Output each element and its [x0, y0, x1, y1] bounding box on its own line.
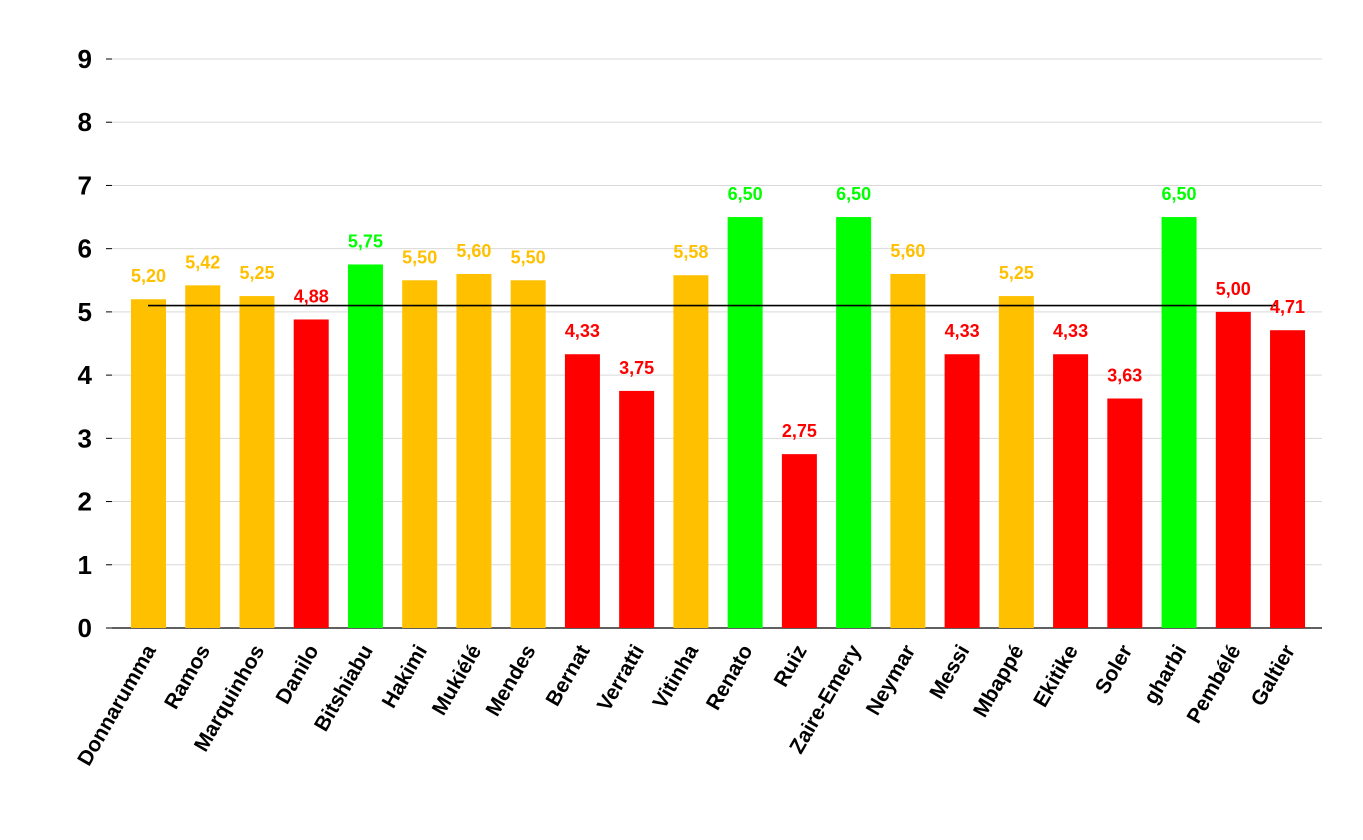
- data-label: 4,33: [945, 321, 980, 341]
- bar: [836, 217, 872, 629]
- bar: [456, 273, 492, 628]
- data-label: 2,75: [782, 421, 817, 441]
- bar: [998, 296, 1034, 628]
- x-category-label: Messi: [925, 641, 974, 703]
- x-category-label: Mukiélé: [428, 641, 486, 719]
- x-category-label: Mbappé: [969, 641, 1029, 721]
- x-category-label: Danilo: [272, 641, 324, 708]
- y-tick-label: 5: [78, 297, 92, 327]
- bar: [131, 299, 166, 628]
- x-category-label: Soler: [1091, 641, 1137, 698]
- data-labels: 5,20 5,42 5,25 4,88 5,75 5,50 5,60 5,50 4,33 3,75…: [131, 184, 1305, 441]
- data-label: 6,50: [836, 184, 871, 204]
- bar: [185, 285, 221, 628]
- bar: [781, 454, 817, 628]
- data-label: 5,60: [456, 241, 491, 261]
- data-label: 3,75: [619, 358, 654, 378]
- y-tick-label: 8: [78, 107, 92, 137]
- data-label: 3,63: [1107, 366, 1142, 386]
- bar: [564, 354, 600, 628]
- y-axis-ticks: 0 1 2 3 4 5 6 7 8 9: [78, 44, 112, 643]
- y-tick-label: 2: [78, 487, 92, 517]
- x-category-label: Ramos: [160, 641, 215, 713]
- bars: [131, 217, 1306, 629]
- data-label: 5,00: [1216, 279, 1251, 299]
- x-category-label: Verratti: [593, 641, 649, 715]
- bar: [727, 217, 763, 629]
- data-label: 6,50: [1162, 184, 1197, 204]
- x-category-label: Neymar: [862, 641, 920, 719]
- x-category-label: Renato: [702, 641, 758, 714]
- bar: [239, 296, 275, 628]
- bar: [293, 319, 329, 628]
- data-label: 5,58: [673, 242, 708, 262]
- bar: [890, 273, 926, 628]
- bar: [1270, 330, 1306, 628]
- y-tick-label: 6: [78, 234, 92, 264]
- y-tick-label: 7: [78, 170, 92, 200]
- data-label: 5,50: [511, 247, 546, 267]
- bar: [1053, 354, 1089, 628]
- data-label: 5,75: [348, 231, 383, 251]
- y-tick-label: 9: [78, 44, 92, 74]
- bar: [402, 280, 438, 628]
- x-category-label: gharbi: [1139, 641, 1191, 708]
- data-label: 5,42: [185, 252, 220, 272]
- data-label: 5,50: [402, 247, 437, 267]
- data-label: 6,50: [728, 184, 763, 204]
- data-label: 4,88: [294, 286, 329, 306]
- bar: [1161, 217, 1197, 629]
- y-tick-label: 3: [78, 423, 92, 453]
- x-category-label: Ruiz: [770, 641, 812, 691]
- y-tick-label: 0: [78, 613, 92, 643]
- data-label: 4,33: [565, 321, 600, 341]
- data-label: 5,25: [239, 263, 274, 283]
- x-category-label: Pembélé: [1183, 641, 1246, 727]
- x-category-label: Mendes: [481, 641, 540, 720]
- bar: [1215, 311, 1251, 628]
- bar: [510, 280, 546, 628]
- x-category-label: Donnarumma: [73, 641, 161, 770]
- data-label: 5,25: [999, 263, 1034, 283]
- data-label: 5,20: [131, 266, 166, 286]
- bar: [619, 390, 655, 628]
- data-label: 4,71: [1270, 297, 1305, 317]
- x-category-label: Ekitike: [1029, 641, 1083, 711]
- bar: [1107, 398, 1143, 628]
- y-tick-label: 1: [78, 550, 92, 580]
- bar: [347, 264, 383, 628]
- x-category-label: Bernat: [542, 641, 595, 710]
- data-label: 4,33: [1053, 321, 1088, 341]
- data-label: 5,60: [890, 241, 925, 261]
- x-category-label: Vitinha: [648, 641, 703, 713]
- x-category-label: Galtier: [1247, 641, 1300, 710]
- bar: [673, 275, 709, 628]
- y-tick-label: 4: [78, 360, 93, 390]
- bar: [944, 354, 980, 628]
- x-category-label: Hakimi: [378, 641, 432, 712]
